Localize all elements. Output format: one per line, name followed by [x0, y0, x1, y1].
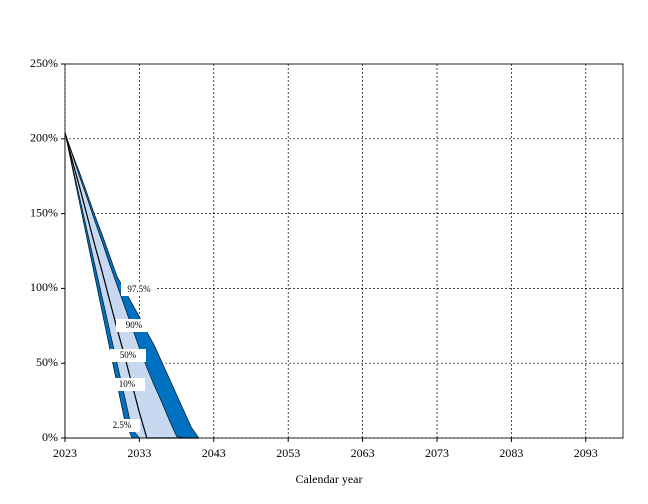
y-tick-label: 200% [30, 131, 58, 145]
y-tick-label: 250% [30, 56, 58, 70]
series-label: 97.5% [127, 284, 151, 294]
x-axis-label: Calendar year [296, 472, 363, 486]
label-box [104, 419, 140, 432]
series-label: 90% [126, 320, 143, 330]
x-tick-label: 2083 [499, 446, 523, 460]
x-tick-label: 2033 [127, 446, 151, 460]
x-tick-label: 2063 [351, 446, 375, 460]
x-tick-label: 2073 [425, 446, 449, 460]
series-label: 10% [119, 379, 136, 389]
y-tick-label: 150% [30, 205, 58, 219]
label-box [116, 319, 152, 332]
y-tick-label: 50% [36, 355, 58, 369]
y-tick-label: 0% [42, 430, 58, 444]
y-tick-label: 100% [30, 280, 58, 294]
label-box [110, 349, 146, 362]
x-tick-label: 2053 [276, 446, 300, 460]
plot-border [64, 63, 624, 439]
series-label: 50% [120, 350, 137, 360]
x-tick-label: 2043 [202, 446, 226, 460]
label-box [109, 378, 145, 391]
label-box [121, 283, 157, 296]
x-tick-label: 2023 [53, 446, 77, 460]
x-tick-label: 2093 [574, 446, 598, 460]
series-label: 2.5% [113, 420, 132, 430]
